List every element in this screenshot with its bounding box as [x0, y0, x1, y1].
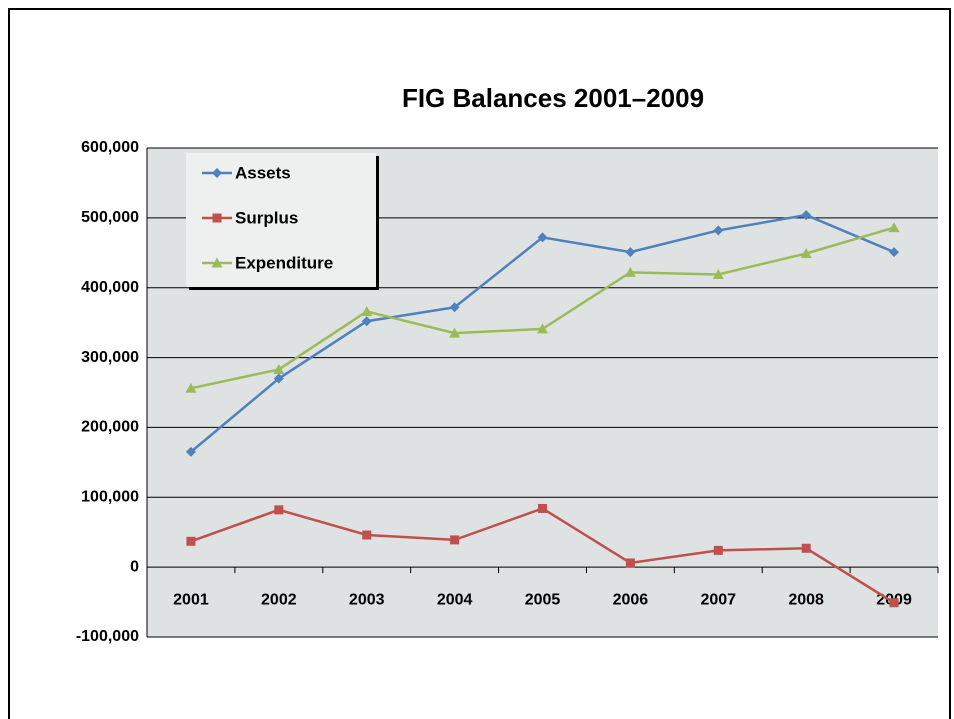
marker [185, 446, 196, 457]
marker [712, 268, 724, 279]
marker [212, 168, 222, 178]
marker [186, 536, 196, 546]
marker [361, 316, 372, 327]
marker [211, 257, 223, 268]
y-tick-label: 600,000 [81, 139, 139, 156]
marker [888, 222, 900, 233]
x-tick-label: 2002 [261, 591, 297, 608]
marker [361, 305, 373, 316]
marker [625, 247, 636, 258]
y-tick-label: 300,000 [81, 349, 139, 366]
y-tick-label: 0 [130, 558, 139, 575]
legend-label: Surplus [235, 208, 298, 227]
marker [889, 247, 900, 258]
marker [212, 213, 222, 223]
marker [362, 530, 372, 540]
marker [450, 535, 460, 545]
y-tick-label: 400,000 [81, 279, 139, 296]
x-tick-label: 2003 [349, 591, 385, 608]
marker [889, 598, 899, 608]
marker [801, 543, 811, 553]
chart-title: FIG Balances 2001–2009 [402, 83, 704, 113]
marker [274, 505, 284, 515]
x-tick-label: 2006 [613, 591, 649, 608]
marker [538, 503, 547, 513]
x-tick-label: 2001 [173, 591, 209, 608]
x-tick-label: 2004 [437, 591, 473, 608]
marker [537, 232, 548, 243]
marker [713, 225, 724, 236]
y-tick-label: 500,000 [81, 209, 139, 226]
y-tick-label: 200,000 [81, 419, 139, 436]
x-tick-label: 2005 [525, 591, 561, 608]
marker [273, 373, 284, 384]
marker [801, 210, 812, 221]
y-tick-label: -100,000 [76, 628, 139, 645]
marker [449, 327, 461, 338]
marker [800, 247, 812, 258]
legend-label: Expenditure [235, 253, 333, 272]
marker [185, 382, 197, 393]
marker [449, 302, 460, 313]
marker [624, 266, 636, 277]
marker [713, 545, 723, 555]
y-tick-label: 100,000 [81, 489, 139, 506]
x-tick-label: 2008 [788, 591, 824, 608]
x-tick-label: 2007 [700, 591, 736, 608]
frame [8, 8, 951, 719]
marker [273, 363, 285, 374]
legend-label: Assets [235, 163, 291, 182]
marker [625, 558, 635, 568]
marker [537, 323, 548, 334]
